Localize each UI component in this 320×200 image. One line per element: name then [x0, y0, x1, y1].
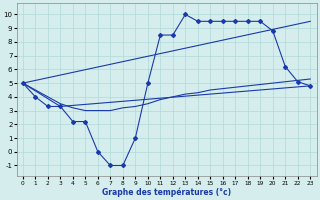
X-axis label: Graphe des températures (°c): Graphe des températures (°c) [102, 187, 231, 197]
